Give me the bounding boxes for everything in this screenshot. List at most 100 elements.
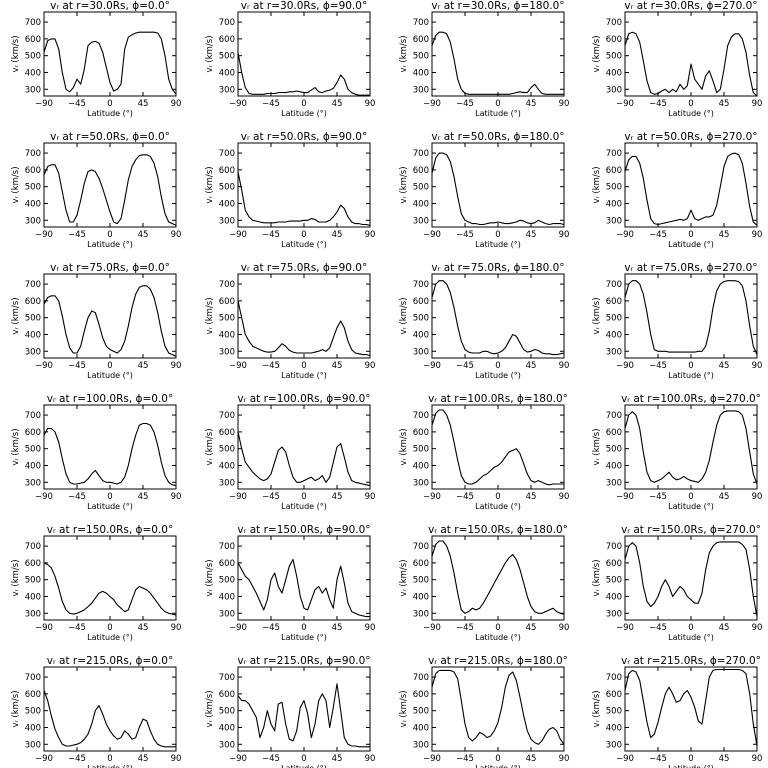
x-tick-label: 0: [495, 230, 500, 240]
y-tick-label: 300: [413, 85, 429, 95]
y-axis-label: vᵣ (km/s): [205, 166, 215, 203]
panel-title: vᵣ at r=215.0Rs, ϕ=90.0°: [237, 655, 370, 667]
x-tick-label: −45: [456, 623, 474, 633]
y-tick-label: 700: [413, 542, 429, 552]
y-tick-label: 400: [219, 330, 235, 340]
x-tick-label: 45: [332, 361, 343, 371]
y-tick-label: 300: [413, 347, 429, 357]
y-tick-label: 700: [25, 280, 41, 290]
panel-title: vᵣ at r=30.0Rs, ϕ=270.0°: [624, 0, 757, 12]
x-tick-label: −90: [616, 230, 634, 240]
y-tick-label: 300: [413, 216, 429, 226]
y-tick-label: 600: [606, 166, 622, 176]
x-tick-label: −90: [616, 754, 634, 764]
x-tick-label: −45: [68, 754, 86, 764]
y-tick-label: 300: [413, 609, 429, 619]
velocity-profile-line: [431, 152, 565, 226]
y-tick-label: 400: [219, 199, 235, 209]
y-tick-label: 600: [606, 297, 622, 307]
plot-frame: [431, 11, 565, 97]
x-tick-label: −45: [649, 754, 667, 764]
panel-title: vᵣ at r=50.0Rs, ϕ=0.0°: [50, 131, 170, 143]
x-tick-label: 90: [365, 492, 376, 502]
x-tick-label: 45: [526, 754, 537, 764]
y-tick-label: 600: [219, 690, 235, 700]
y-tick-label: 600: [219, 297, 235, 307]
y-tick-label: 600: [25, 297, 41, 307]
y-tick-label: 500: [606, 52, 622, 62]
velocity-profile-line: [237, 171, 371, 226]
y-tick-label: 700: [219, 411, 235, 421]
x-tick-label: 0: [688, 361, 693, 371]
panel-title: vᵣ at r=100.0Rs, ϕ=180.0°: [428, 393, 568, 405]
x-tick-label: 0: [107, 361, 112, 371]
x-axis-label: Latitude (°): [87, 764, 133, 768]
y-tick-label: 500: [219, 445, 235, 455]
x-tick-label: −45: [262, 230, 280, 240]
y-tick-label: 600: [606, 690, 622, 700]
plot-frame: [431, 142, 565, 228]
x-tick-label: 0: [107, 754, 112, 764]
x-tick-label: 45: [719, 754, 730, 764]
y-axis-label: vᵣ (km/s): [11, 428, 21, 465]
x-tick-label: 90: [559, 623, 570, 633]
y-tick-label: 500: [219, 314, 235, 324]
y-tick-label: 600: [606, 35, 622, 45]
y-tick-label: 600: [606, 428, 622, 438]
x-axis-label: Latitude (°): [668, 764, 714, 768]
chart-panel: vᵣ at r=150.0Rs, ϕ=90.0° −90 −45 0 45 90 300 40…: [205, 524, 375, 642]
x-tick-label: −90: [35, 754, 53, 764]
x-tick-label: 45: [526, 230, 537, 240]
velocity-profile-line: [624, 668, 758, 747]
x-axis-label: Latitude (°): [668, 633, 714, 642]
y-tick-label: 500: [25, 314, 41, 324]
chart-panel: vᵣ at r=100.0Rs, ϕ=0.0° −90 −45 0 45 90 300 400…: [11, 393, 181, 511]
x-tick-label: −45: [456, 99, 474, 109]
x-tick-label: −90: [423, 623, 441, 633]
y-tick-label: 500: [413, 183, 429, 193]
x-tick-label: 45: [719, 99, 730, 109]
chart-panel: vᵣ at r=150.0Rs, ϕ=270.0° −90 −45 0 45 90 300 4…: [592, 524, 762, 642]
y-axis-label: vᵣ (km/s): [205, 559, 215, 596]
x-axis-label: Latitude (°): [475, 109, 521, 118]
y-tick-label: 500: [25, 183, 41, 193]
x-tick-label: 90: [559, 230, 570, 240]
x-tick-label: −90: [35, 99, 53, 109]
x-tick-label: 0: [688, 754, 693, 764]
y-tick-label: 300: [25, 478, 41, 488]
x-axis-label: Latitude (°): [87, 633, 133, 642]
y-axis-label: vᵣ (km/s): [11, 559, 21, 596]
velocity-profile-line: [237, 683, 370, 748]
y-tick-label: 500: [413, 707, 429, 717]
x-tick-label: −45: [649, 230, 667, 240]
y-tick-label: 300: [413, 478, 429, 488]
x-tick-label: 45: [526, 361, 537, 371]
x-tick-label: −45: [262, 99, 280, 109]
y-tick-label: 700: [606, 542, 622, 552]
panel-title: vᵣ at r=75.0Rs, ϕ=180.0°: [431, 262, 564, 274]
x-tick-label: −45: [68, 492, 86, 502]
y-tick-label: 600: [25, 428, 41, 438]
y-axis-label: vᵣ (km/s): [399, 297, 409, 334]
x-tick-label: −90: [35, 230, 53, 240]
y-tick-label: 400: [25, 68, 41, 78]
plot-frame: [624, 535, 758, 621]
x-tick-label: 0: [107, 230, 112, 240]
x-tick-label: 45: [332, 99, 343, 109]
y-tick-label: 600: [219, 35, 235, 45]
x-tick-label: 0: [495, 361, 500, 371]
x-tick-label: 0: [301, 230, 306, 240]
x-tick-label: 0: [688, 623, 693, 633]
x-tick-label: 0: [301, 623, 306, 633]
y-tick-label: 600: [25, 166, 41, 176]
x-axis-label: Latitude (°): [668, 502, 714, 511]
x-tick-label: −45: [649, 623, 667, 633]
x-tick-label: −90: [616, 623, 634, 633]
y-tick-label: 300: [606, 85, 622, 95]
y-tick-label: 600: [413, 166, 429, 176]
x-tick-label: 45: [332, 623, 343, 633]
y-tick-label: 700: [413, 18, 429, 28]
x-axis-label: Latitude (°): [475, 764, 521, 768]
x-tick-label: 0: [301, 99, 306, 109]
panel-title: vᵣ at r=75.0Rs, ϕ=0.0°: [50, 262, 170, 274]
